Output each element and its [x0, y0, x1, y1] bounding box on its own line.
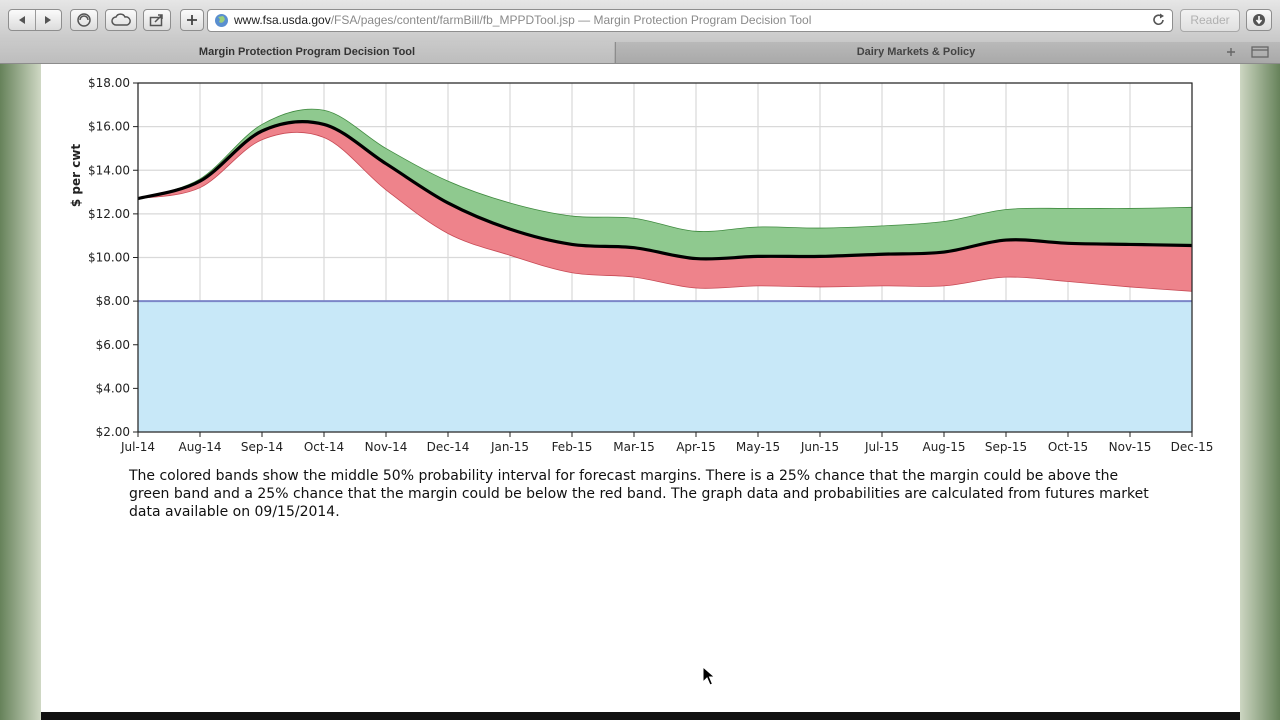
x-tick-label: Nov-15 — [1109, 440, 1152, 454]
y-tick-label: $18.00 — [88, 76, 130, 90]
chart-caption: The colored bands show the middle 50% pr… — [129, 468, 1149, 520]
forward-arrow-icon — [45, 16, 52, 24]
address-separator: — — [574, 13, 594, 27]
x-tick-label: Sep-15 — [985, 440, 1027, 454]
share-button[interactable] — [143, 9, 171, 31]
x-tick-label: Jul-15 — [864, 440, 899, 454]
reload-icon[interactable] — [1152, 13, 1166, 27]
address-path: /FSA/pages/content/farmBill/fb_MPPDTool.… — [330, 13, 575, 27]
y-tick-label: $8.00 — [96, 294, 130, 308]
mouse-cursor-icon — [702, 666, 716, 686]
x-tick-label: Oct-14 — [304, 440, 344, 454]
x-tick-label: Dec-15 — [1171, 440, 1214, 454]
navigation-buttons — [8, 9, 62, 31]
reader-button[interactable]: Reader — [1180, 9, 1240, 32]
top-sites-icon — [77, 13, 91, 27]
y-tick-label: $16.00 — [88, 120, 130, 134]
y-axis-ticks: $2.00 $4.00 $6.00 $8.00 $10.00 $12.00 $14.00 $1… — [88, 76, 138, 439]
tab-margin-protection[interactable]: Margin Protection Program Decision Tool — [0, 42, 614, 63]
address-bar[interactable]: www.fsa.usda.gov/FSA/pages/content/farmB… — [207, 9, 1173, 32]
icloud-tabs-button[interactable] — [105, 9, 137, 31]
y-tick-label: $2.00 — [96, 425, 130, 439]
plus-icon — [1227, 48, 1235, 56]
x-tick-label: Jul-14 — [120, 440, 155, 454]
x-tick-label: Oct-15 — [1048, 440, 1088, 454]
new-tab-button[interactable] — [180, 9, 204, 31]
x-axis-ticks: Jul-14 Aug-14 Sep-14 Oct-14 Nov-14 Dec-14 Jan-… — [120, 432, 1213, 454]
cloud-icon — [111, 13, 131, 26]
y-tick-label: $4.00 — [96, 381, 130, 395]
x-tick-label: Nov-14 — [365, 440, 408, 454]
x-tick-label: Apr-15 — [676, 440, 716, 454]
x-tick-label: Feb-15 — [552, 440, 593, 454]
address-host: www.fsa.usda.gov — [234, 13, 331, 27]
address-page-title: Margin Protection Program Decision Tool — [593, 13, 812, 27]
browser-toolbar: www.fsa.usda.gov/FSA/pages/content/farmB… — [0, 0, 1280, 43]
tab-dairy-markets[interactable]: Dairy Markets & Policy — [615, 42, 1216, 63]
y-tick-label: $10.00 — [88, 251, 130, 265]
top-sites-button[interactable] — [70, 9, 98, 31]
x-tick-label: Aug-15 — [922, 440, 965, 454]
downloads-button[interactable] — [1246, 9, 1272, 31]
y-tick-label: $6.00 — [96, 338, 130, 352]
x-tick-label: Aug-14 — [178, 440, 221, 454]
x-tick-label: Jan-15 — [490, 440, 529, 454]
x-tick-label: Dec-14 — [427, 440, 470, 454]
download-icon — [1253, 14, 1265, 26]
share-icon — [149, 14, 163, 27]
page-footer-bar — [41, 712, 1240, 720]
median-forecast-line — [137, 120, 1193, 261]
y-tick-label: $12.00 — [88, 207, 130, 221]
x-tick-label: Sep-14 — [241, 440, 283, 454]
x-tick-label: May-15 — [736, 440, 780, 454]
back-button[interactable] — [9, 10, 35, 30]
back-arrow-icon — [18, 16, 25, 24]
tab-bar: Margin Protection Program Decision Tool … — [0, 42, 1280, 64]
forward-button[interactable] — [34, 10, 62, 30]
y-tick-label: $14.00 — [88, 163, 130, 177]
tab-overview-icon — [1251, 46, 1269, 58]
coverage-area — [138, 301, 1192, 432]
y-axis-label: $ per cwt — [69, 144, 83, 208]
x-tick-label: Jun-15 — [800, 440, 839, 454]
globe-icon — [215, 14, 228, 27]
tab-new-button[interactable] — [1222, 44, 1240, 61]
tab-overview-button[interactable] — [1250, 45, 1274, 60]
x-tick-label: Mar-15 — [613, 440, 654, 454]
plus-icon — [187, 15, 197, 25]
